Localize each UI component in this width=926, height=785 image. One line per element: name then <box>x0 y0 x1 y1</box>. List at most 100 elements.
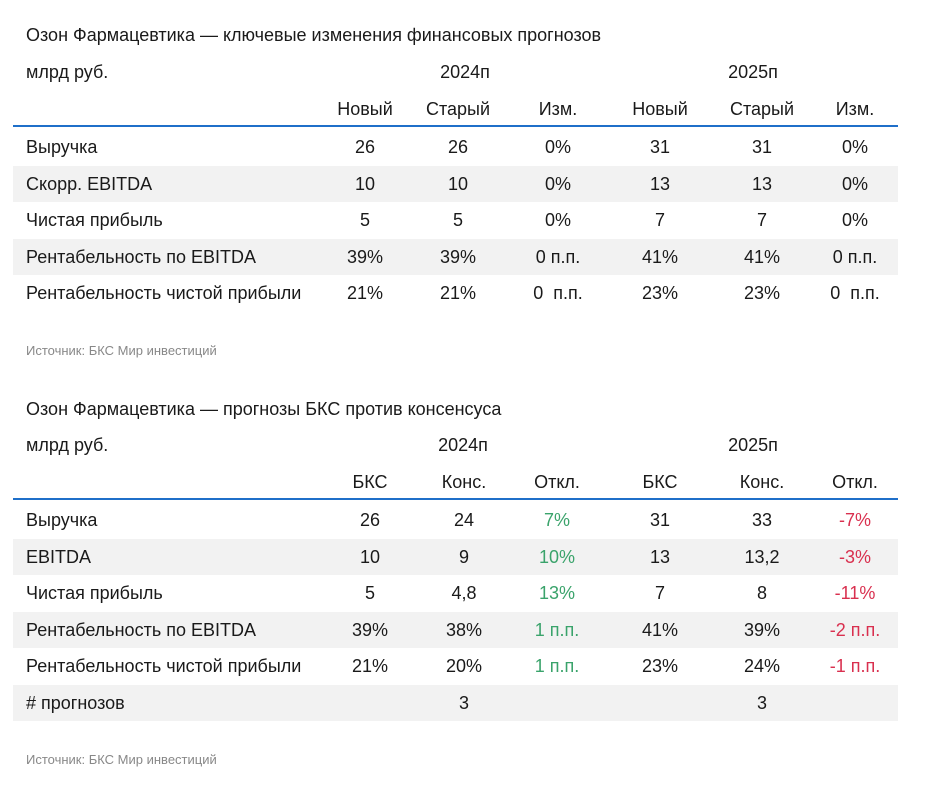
table-cell: 8 <box>756 583 767 603</box>
table2-header-bcs-2024: БКС <box>352 472 388 492</box>
table-cell: 41% <box>743 246 781 267</box>
table2-year-2025: 2025п <box>728 435 778 455</box>
table-cell: 31 <box>751 137 773 157</box>
table-cell: -3% <box>838 546 871 567</box>
table-cell: 13% <box>538 583 576 603</box>
table2-unit: млрд руб. <box>26 435 109 455</box>
table-row: Рентабельность по EBITDA 39% 39% 0 п.п. 41% 4… <box>13 238 898 275</box>
table2-header-cons-2024: Конс. <box>441 472 487 492</box>
table-cell: 5 <box>364 583 375 603</box>
table2-header-rule <box>13 498 898 500</box>
table-cell: 5 <box>452 210 463 230</box>
table-cell: 5 <box>359 210 370 230</box>
table-cell: 24 <box>453 510 475 530</box>
table-cell: 1 п.п. <box>534 619 580 640</box>
table1-year-2024: 2024п <box>440 62 490 82</box>
row-label: Выручка <box>26 510 98 530</box>
row-label: Рентабельность чистой прибыли <box>26 283 302 303</box>
table-cell: 21% <box>351 656 389 676</box>
table2-title: Озон Фармацевтика — прогнозы БКС против … <box>26 399 502 419</box>
table-cell: 0% <box>841 173 868 194</box>
table-cell: 13,2 <box>744 546 780 567</box>
table-row: Чистая прибыль 5 5 0% 7 7 0% <box>13 202 898 238</box>
table-cell: 39% <box>743 619 781 640</box>
table-cell: 26 <box>354 137 376 157</box>
table2-source: Источник: БКС Мир инвестиций <box>26 752 217 767</box>
row-label: Рентабельность по EBITDA <box>26 619 256 640</box>
table2-header-dev-2025: Откл. <box>832 472 878 492</box>
table1-header-chg-2025: Изм. <box>835 99 875 119</box>
table-row: Рентабельность по EBITDA 39% 38% 1 п.п. 41% 3… <box>13 611 898 648</box>
row-label: Рентабельность чистой прибыли <box>26 656 302 676</box>
table-cell: 0 п.п. <box>533 283 583 303</box>
table2-header-bcs-2025: БКС <box>642 472 678 492</box>
table-cell: 39% <box>351 619 389 640</box>
table-cell: 0% <box>544 137 571 157</box>
table-row: Рентабельность чистой прибыли 21% 20% 1 п.п… <box>13 648 898 684</box>
table2-header-cons-2025: Конс. <box>739 472 785 492</box>
table-cell: 21% <box>346 283 384 303</box>
table1-unit: млрд руб. <box>26 62 109 82</box>
table-row: # прогнозов 3 3 <box>13 684 898 721</box>
table-cell: 10% <box>538 546 576 567</box>
table2-header-dev-2024: Откл. <box>534 472 580 492</box>
table2-year-2024: 2024п <box>438 435 488 455</box>
table-cell: 7% <box>543 510 570 530</box>
table-cell: 3 <box>458 692 469 713</box>
table-cell: 9 <box>458 546 469 567</box>
table1-header-chg-2024: Изм. <box>538 99 578 119</box>
table-row: Скорр. EBITDA 10 10 0% 13 13 0% <box>13 165 898 202</box>
table-cell: 33 <box>751 510 773 530</box>
table-cell: 13 <box>751 173 773 194</box>
table-cell: -11% <box>834 583 876 603</box>
table-cell: 1 п.п. <box>534 656 580 676</box>
table-cell: -1 п.п. <box>829 656 881 676</box>
table-cell: 24% <box>743 656 781 676</box>
table-cell: 26 <box>359 510 381 530</box>
table-row: Выручка 26 26 0% 31 31 0% <box>13 129 898 165</box>
table-cell: 41% <box>641 246 679 267</box>
table-cell: 20% <box>445 656 483 676</box>
row-label: Чистая прибыль <box>26 210 163 230</box>
table-cell: 39% <box>346 246 384 267</box>
table-cell: 0% <box>841 210 868 230</box>
table-cell: 26 <box>447 137 469 157</box>
table-cell: -7% <box>838 510 871 530</box>
table-cell: 0% <box>544 210 571 230</box>
table1-header-old-2025: Старый <box>729 99 795 119</box>
table-cell: 31 <box>649 137 671 157</box>
table-cell: 0% <box>841 137 868 157</box>
table-cell: 23% <box>641 656 679 676</box>
table-cell: 0 п.п. <box>832 246 878 267</box>
table-cell: 7 <box>654 210 665 230</box>
table-cell: 38% <box>445 619 483 640</box>
table-cell: 13 <box>649 546 671 567</box>
table-cell: 21% <box>439 283 477 303</box>
table1-header-new-2025: Новый <box>632 99 688 119</box>
table-cell: 7 <box>756 210 767 230</box>
table1-title: Озон Фармацевтика — ключевые изменения ф… <box>26 25 602 45</box>
table-row: Выручка 26 24 7% 31 33 -7% <box>13 502 898 538</box>
table-cell: 10 <box>354 173 376 194</box>
row-label: EBITDA <box>26 546 92 567</box>
table-cell: 3 <box>756 692 767 713</box>
table-cell: 7 <box>654 583 665 603</box>
table-row: EBITDA 10 9 10% 13 13,2 -3% <box>13 538 898 575</box>
row-label: # прогнозов <box>26 692 125 713</box>
table-cell: 10 <box>447 173 469 194</box>
table-cell: 23% <box>641 283 679 303</box>
table-cell: 13 <box>649 173 671 194</box>
row-label: Скорр. EBITDA <box>26 173 153 194</box>
table-cell: 31 <box>649 510 671 530</box>
table1-header-new-2024: Новый <box>337 99 393 119</box>
table-cell: 39% <box>439 246 477 267</box>
table-cell: -2 п.п. <box>829 619 881 640</box>
table-cell: 41% <box>641 619 679 640</box>
row-label: Выручка <box>26 137 98 157</box>
row-label: Рентабельность по EBITDA <box>26 246 256 267</box>
table1-source: Источник: БКС Мир инвестиций <box>26 343 217 358</box>
table-cell: 23% <box>743 283 781 303</box>
table-cell: 0% <box>544 173 571 194</box>
table-cell: 4,8 <box>451 583 477 603</box>
table-row: Рентабельность чистой прибыли 21% 21% 0 п.п… <box>13 275 898 311</box>
